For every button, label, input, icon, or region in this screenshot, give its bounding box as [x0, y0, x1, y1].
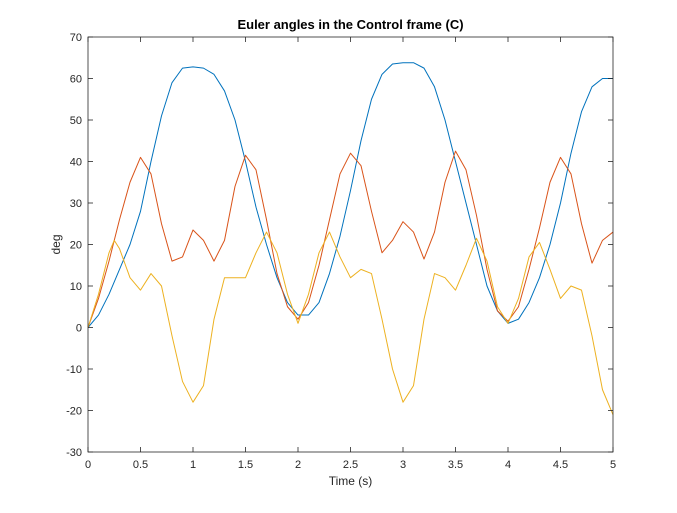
plot-area	[88, 37, 613, 452]
series-layer	[87, 62, 614, 415]
y-tick-label: -20	[66, 406, 82, 418]
x-tick-label: 5	[610, 459, 616, 471]
x-tick-label: 0	[85, 459, 91, 471]
y-tick-label: 0	[76, 323, 82, 335]
y-tick-label: 40	[70, 157, 82, 169]
y-tick-label: 70	[70, 32, 82, 44]
x-tick-label: 3.5	[448, 459, 463, 471]
y-tick-label: -10	[66, 364, 82, 376]
y-tick-label: 60	[70, 74, 82, 86]
x-axis-label: Time (s)	[329, 474, 373, 488]
y-axis-label: deg	[49, 234, 63, 254]
y-tick-label: 20	[70, 240, 82, 252]
x-tick-label: 1	[190, 459, 196, 471]
x-tick-label: 4	[505, 459, 511, 471]
series-line-1	[87, 62, 613, 328]
chart-title: Euler angles in the Control frame (C)	[237, 17, 463, 32]
y-tick-label: -30	[66, 447, 82, 459]
x-tick-label: 1.5	[238, 459, 253, 471]
x-tick-label: 2.5	[343, 459, 358, 471]
y-tick-label: 30	[70, 198, 82, 210]
axes-layer: 0 0.5 1 1.5 2 2.5 3 3.5 4 4.5 5 -30 -20 -10 0 10 20 30 40 5…	[66, 32, 616, 471]
x-tick-label: 2	[295, 459, 301, 471]
x-tick-label: 0.5	[133, 459, 148, 471]
y-tick-label: 10	[70, 281, 82, 293]
y-tick-label: 50	[70, 115, 82, 127]
series-line-2	[87, 150, 614, 328]
x-tick-label: 3	[400, 459, 406, 471]
series-line-3	[87, 231, 614, 415]
x-tick-label: 4.5	[553, 459, 568, 471]
